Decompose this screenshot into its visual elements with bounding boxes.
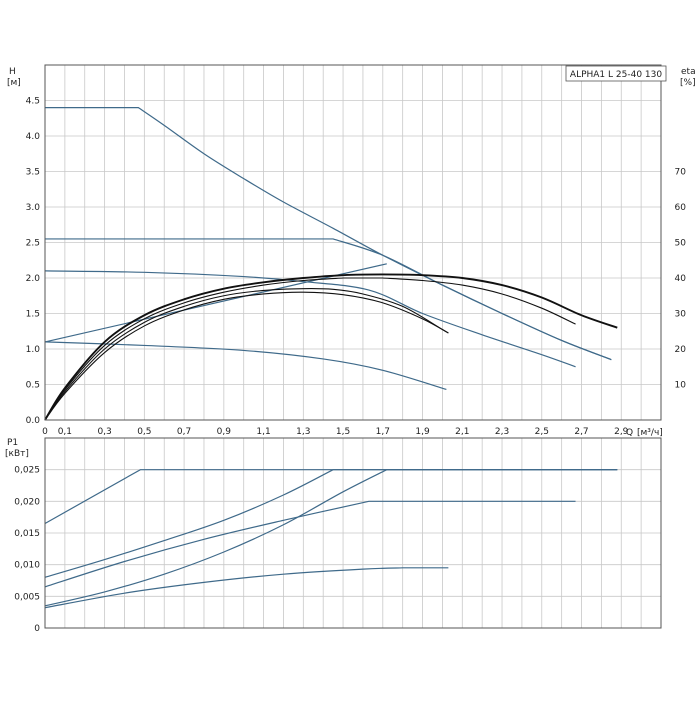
eta-curve-6 — [44, 277, 576, 421]
x-tick-label: 1,3 — [296, 427, 310, 437]
top-frame — [44, 64, 662, 421]
top-y-tick-label: 1.5 — [26, 310, 40, 320]
top-y2-tick-label: 40 — [675, 274, 687, 284]
bottom-frame — [44, 437, 662, 629]
eta-curve-5 — [44, 273, 618, 421]
top-y-tick-label: 0.0 — [26, 416, 41, 426]
x-tick-label: 2,9 — [614, 427, 629, 437]
top-y-tick-label: 3.5 — [26, 168, 40, 178]
top-y2-tick-label: 20 — [675, 345, 687, 355]
power-curve-1 — [44, 469, 618, 578]
top-y2-label: eta — [681, 67, 696, 77]
power-curve-4 — [44, 567, 449, 609]
bottom-y-tick-label: 0,015 — [14, 529, 40, 539]
top-y-tick-label: 4.5 — [26, 97, 40, 107]
top-y2-tick-label: 10 — [675, 381, 687, 391]
x-tick-label: 2,3 — [495, 427, 509, 437]
x-tick-label: 2,7 — [574, 427, 588, 437]
top-y2-unit: [%] — [680, 78, 696, 88]
x-tick-label: 1,5 — [336, 427, 350, 437]
top-y2-tick-label: 50 — [675, 239, 687, 249]
labels: H [м] eta [%] Q [м³/ч] P1 [кВт] ALPHA1 L… — [5, 65, 696, 459]
top-y-tick-label: 2.5 — [26, 239, 40, 249]
top-y-tick-label: 2.0 — [26, 274, 41, 284]
top-plot-frame — [44, 64, 662, 421]
head-curve-2 — [44, 270, 576, 368]
bottom-y-tick-label: 0,025 — [14, 466, 40, 476]
x-tick-label: 1,1 — [256, 427, 270, 437]
head-curve-1 — [45, 238, 612, 361]
head-curve-3 — [44, 341, 447, 391]
top-y-unit: [м] — [7, 78, 21, 88]
x-tick-label: 0,3 — [97, 427, 111, 437]
top-y-tick-label: 0.5 — [26, 381, 40, 391]
top-grid — [45, 65, 661, 420]
top-series — [44, 107, 618, 421]
x-tick-label: 2,5 — [535, 427, 549, 437]
head-curve-0 — [45, 107, 612, 361]
x-axis-unit: [м³/ч] — [637, 428, 663, 438]
top-y2-tick-label: 30 — [675, 310, 687, 320]
bottom-y-label: P1 — [7, 438, 18, 448]
bottom-series — [44, 469, 618, 609]
eta-curve-8 — [44, 291, 449, 421]
power-curve-3 — [44, 500, 576, 588]
x-tick-label: 0,7 — [177, 427, 191, 437]
x-tick-label: 0,9 — [217, 427, 232, 437]
power-curve-2 — [44, 469, 618, 607]
bottom-y-tick-label: 0,020 — [14, 497, 40, 507]
top-y-tick-label: 1.0 — [26, 345, 41, 355]
tick-labels: 0 0,1 0,3 0,5 0,7 0,9 1,1 1,3 1,5 1,7 1,9 2,1 2,3 2,5… — [14, 97, 686, 635]
bottom-grid — [45, 438, 661, 628]
bottom-y-tick-label: 0,010 — [14, 561, 40, 571]
power-curve-0 — [44, 469, 618, 525]
x-axis-label: Q — [626, 428, 633, 438]
x-tick-label: 0 — [42, 427, 48, 437]
bottom-y-tick-label: 0,005 — [14, 592, 40, 602]
bottom-plot-frame — [44, 437, 662, 629]
top-y2-tick-label: 70 — [675, 168, 687, 178]
top-y-tick-label: 4.0 — [26, 132, 41, 142]
bottom-y-unit: [кВт] — [5, 449, 29, 459]
top-y2-tick-label: 60 — [675, 203, 687, 213]
top-y-tick-label: 3.0 — [26, 203, 41, 213]
x-tick-label: 1,7 — [376, 427, 390, 437]
x-tick-label: 0,5 — [137, 427, 151, 437]
top-y-label: H — [9, 67, 16, 77]
x-tick-label: 1,9 — [415, 427, 430, 437]
x-tick-label: 2,1 — [455, 427, 469, 437]
bottom-y-tick-label: 0 — [34, 624, 40, 634]
chart-title: ALPHA1 L 25-40 130 — [570, 70, 662, 80]
eta-curve-7 — [44, 288, 449, 421]
title-box — [565, 65, 667, 82]
x-tick-label: 0,1 — [58, 427, 72, 437]
